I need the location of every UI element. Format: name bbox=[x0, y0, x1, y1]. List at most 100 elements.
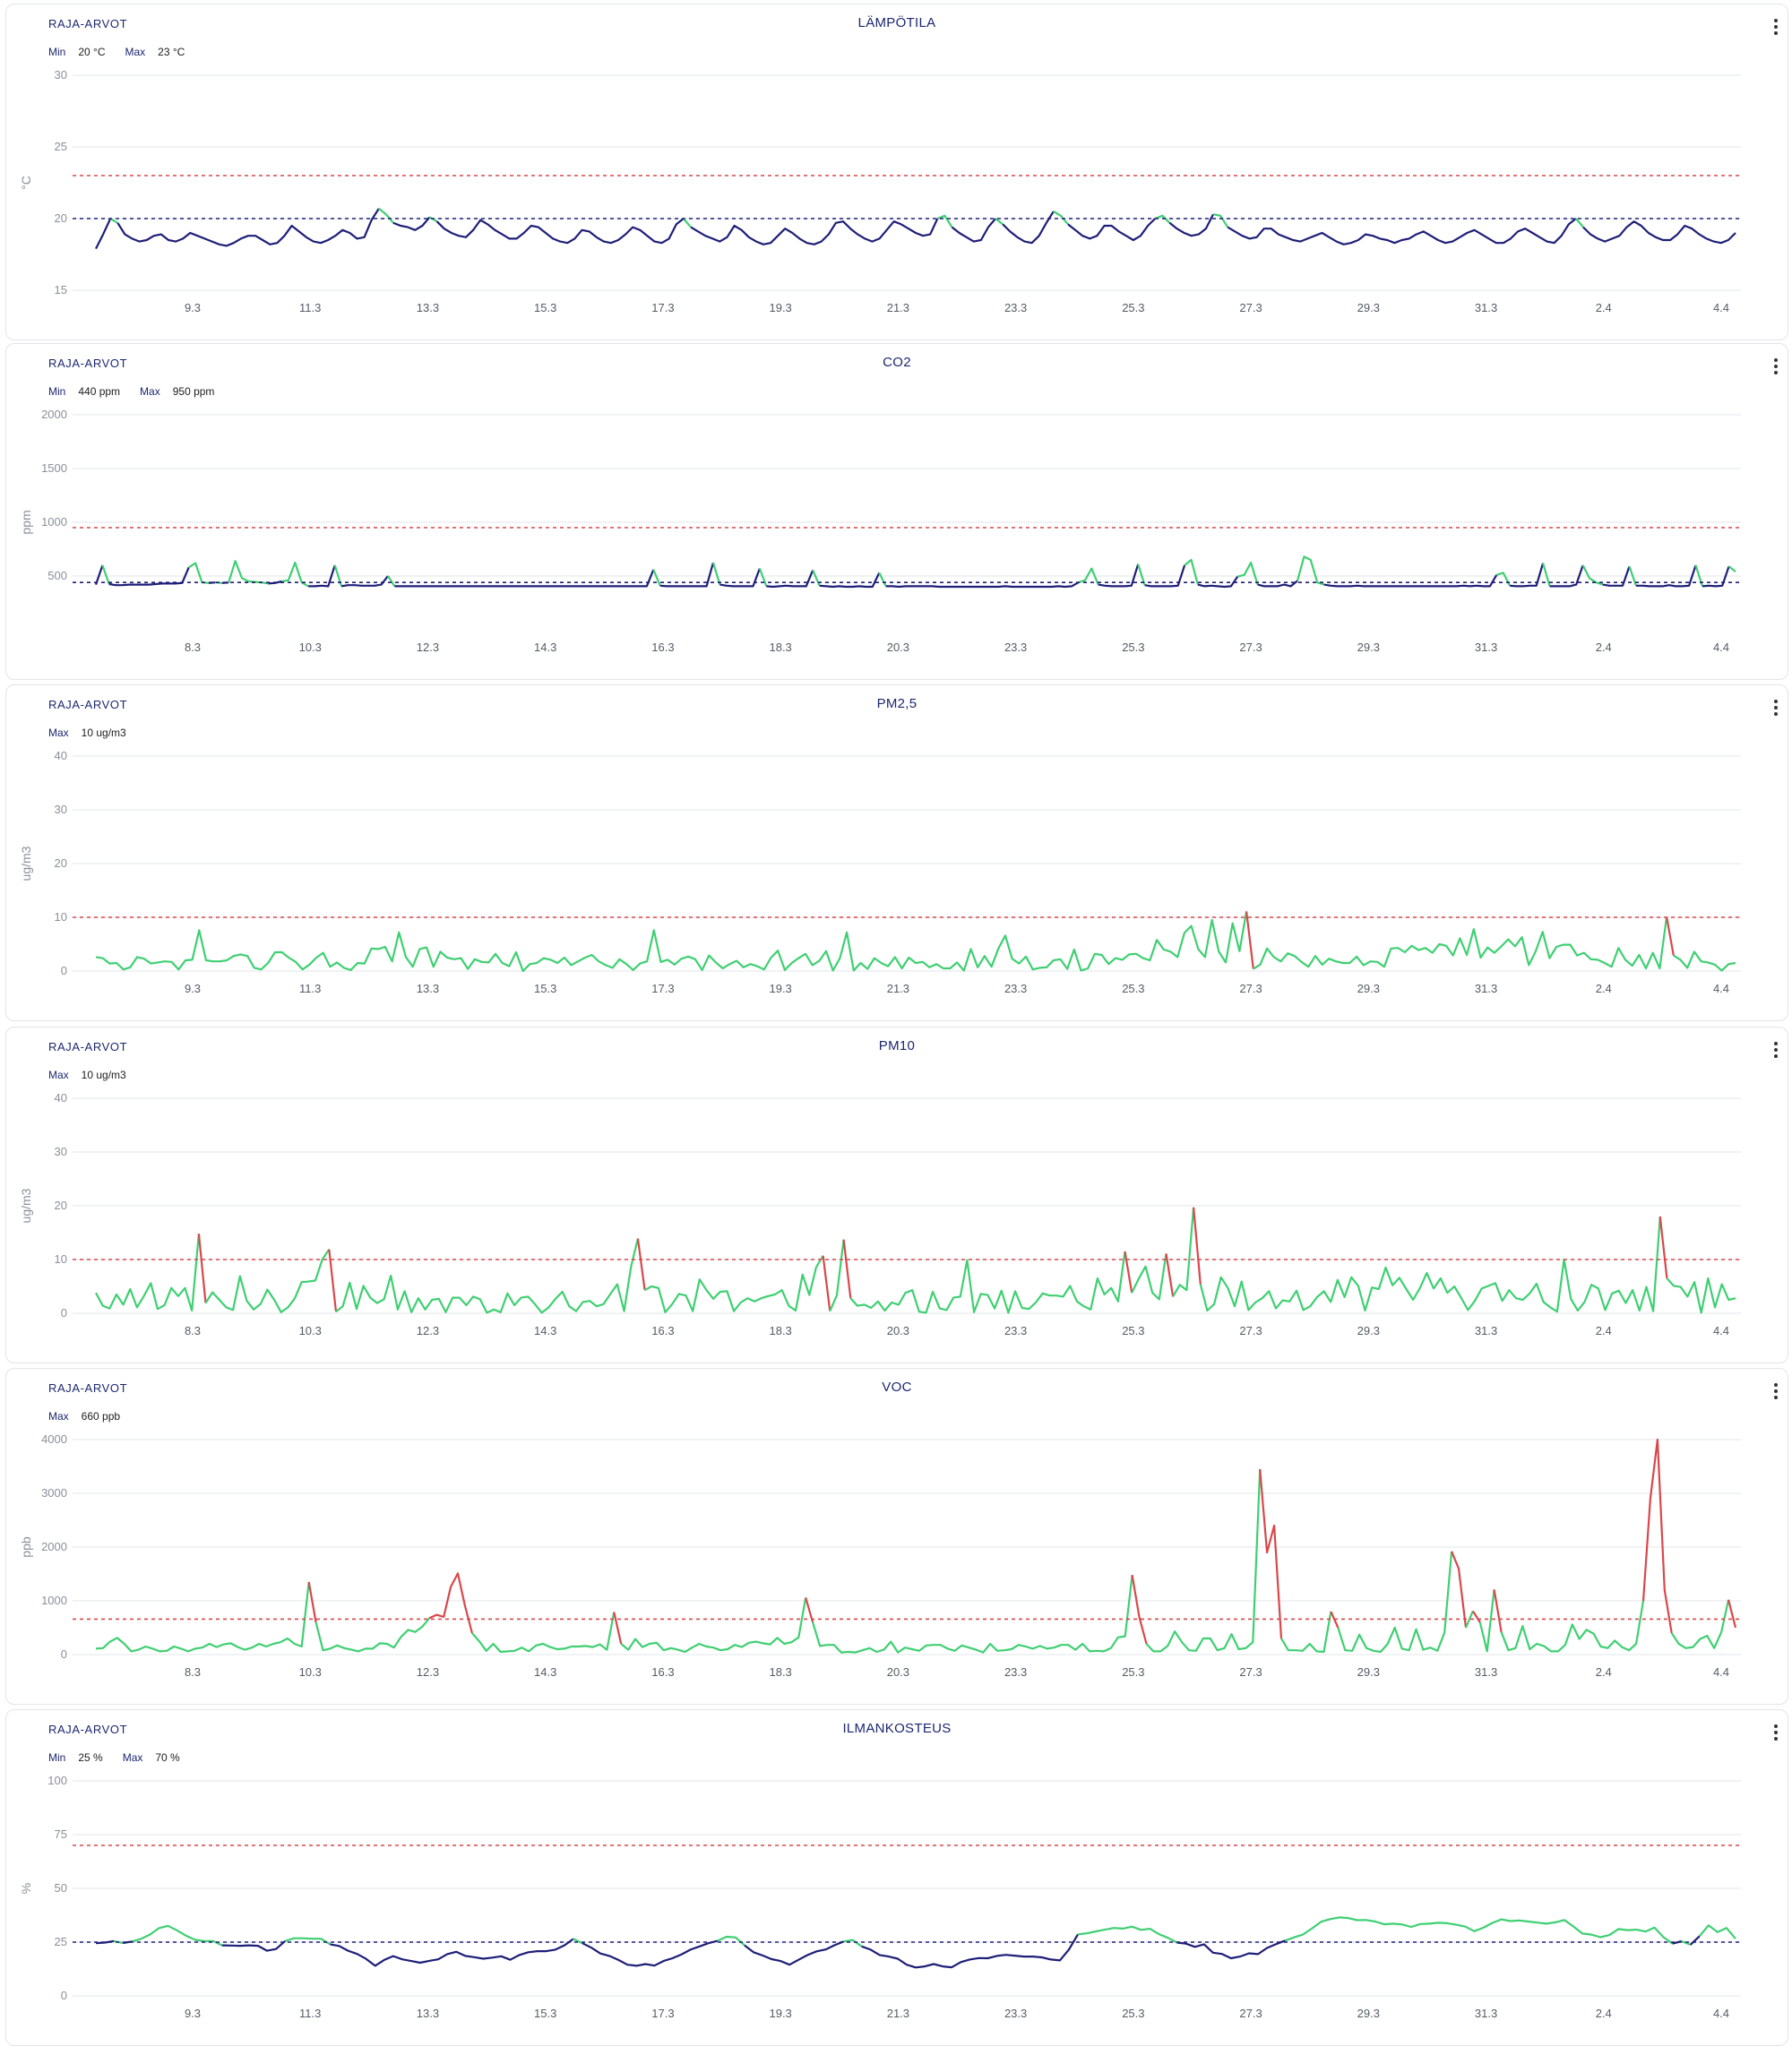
series-line-normal bbox=[620, 1597, 807, 1654]
x-tick-label: 16.3 bbox=[651, 641, 674, 654]
x-tick-label: 15.3 bbox=[534, 982, 556, 995]
series-line-low bbox=[394, 569, 655, 588]
x-tick-label: 11.3 bbox=[299, 301, 321, 314]
series-line-low bbox=[94, 564, 104, 585]
menu-dot bbox=[1774, 1724, 1778, 1728]
voc-panel: RAJA-ARVOT Max 660 ppb VOC 0 1000 2000 3000 4000… bbox=[5, 1368, 1788, 1705]
series-line-normal bbox=[573, 1938, 583, 1945]
series-line-normal bbox=[131, 1924, 223, 1947]
series-line-low bbox=[861, 1933, 1079, 1969]
series-line-high bbox=[307, 1581, 317, 1623]
x-tick-label: 11.3 bbox=[299, 982, 321, 995]
series-line-low bbox=[308, 564, 336, 588]
series-line-normal bbox=[1542, 563, 1551, 587]
more-vertical-icon[interactable] bbox=[1770, 17, 1782, 37]
more-vertical-icon[interactable] bbox=[1770, 357, 1782, 376]
x-tick-label: 18.3 bbox=[769, 1324, 791, 1337]
x-tick-label: 10.3 bbox=[299, 641, 322, 654]
x-tick-label: 25.3 bbox=[1122, 1324, 1144, 1337]
series-line-low bbox=[108, 566, 190, 587]
menu-dot bbox=[1774, 1042, 1778, 1045]
x-tick-label: 31.3 bbox=[1475, 301, 1497, 314]
series-line-high bbox=[1666, 916, 1675, 956]
y-tick-label: 1000 bbox=[41, 515, 67, 529]
series-line-low bbox=[819, 572, 881, 589]
series-line-normal bbox=[281, 561, 309, 588]
x-tick-label: 29.3 bbox=[1357, 1324, 1380, 1337]
series-line-low bbox=[690, 218, 939, 245]
series-line-normal bbox=[378, 207, 394, 224]
series-line-high bbox=[1259, 1468, 1283, 1639]
x-tick-label: 4.4 bbox=[1713, 1324, 1729, 1337]
series-line-high bbox=[822, 1255, 831, 1311]
y-axis-label: °C bbox=[19, 176, 33, 190]
y-tick-label: 20 bbox=[55, 856, 67, 870]
limits-title: RAJA-ARVOT bbox=[48, 17, 128, 30]
series-line-normal bbox=[1078, 567, 1099, 586]
limit-value: 20 °C bbox=[78, 46, 106, 58]
series-line-normal bbox=[1681, 1939, 1692, 1946]
series-line-normal bbox=[829, 1239, 845, 1312]
series-line-low bbox=[719, 568, 761, 588]
menu-dot bbox=[1774, 1731, 1778, 1734]
x-tick-label: 27.3 bbox=[1239, 301, 1262, 314]
line-chart: 0 1000 2000 3000 4000 ppb 8.3 10.3 12.3 14.3 16.3 1… bbox=[19, 1432, 1741, 1679]
x-tick-label: 19.3 bbox=[769, 2007, 791, 2020]
x-tick-label: 14.3 bbox=[534, 1324, 556, 1337]
y-tick-label: 0 bbox=[61, 1989, 67, 2002]
x-tick-label: 15.3 bbox=[534, 2007, 556, 2020]
x-tick-label: 9.3 bbox=[185, 2007, 201, 2020]
more-vertical-icon[interactable] bbox=[1770, 1040, 1782, 1060]
x-tick-label: 17.3 bbox=[651, 2007, 674, 2020]
series-line-normal bbox=[1296, 555, 1324, 586]
series-line-high bbox=[1471, 1610, 1481, 1623]
limit-value: 10 ug/m3 bbox=[81, 727, 126, 739]
x-tick-label: 29.3 bbox=[1357, 1665, 1380, 1679]
line-chart: 500 1000 1500 2000 ppm 8.3 10.3 12.3 14.3 16.3 18.… bbox=[19, 408, 1741, 654]
x-tick-label: 8.3 bbox=[185, 1324, 201, 1337]
y-axis-label: ppb bbox=[19, 1536, 33, 1558]
pm25-panel: RAJA-ARVOT Max 10 ug/m3 PM2,5 0 10 20 30 40 ug/m3… bbox=[5, 684, 1788, 1021]
series-line-high bbox=[1493, 1589, 1503, 1632]
series-line-normal bbox=[314, 1617, 431, 1653]
series-line-low bbox=[95, 218, 112, 250]
menu-dot bbox=[1774, 1383, 1778, 1387]
temperature-panel: RAJA-ARVOT Min 20 °C Max 23 °C LÄMPÖTILA 15 20 2… bbox=[5, 4, 1788, 340]
x-tick-label: 10.3 bbox=[299, 1324, 322, 1337]
series-line-normal bbox=[1131, 1253, 1167, 1301]
series-line-normal bbox=[1670, 1599, 1730, 1649]
x-tick-label: 4.4 bbox=[1713, 982, 1729, 995]
series-line-normal bbox=[1154, 214, 1171, 224]
series-line-normal bbox=[843, 1939, 863, 1948]
x-tick-label: 9.3 bbox=[185, 982, 201, 995]
x-tick-label: 20.3 bbox=[887, 641, 909, 654]
line-chart: 0 10 20 30 40 ug/m3 9.3 11.3 13.3 15.3 17.3 19.3 21.… bbox=[19, 749, 1741, 995]
series-line-normal bbox=[228, 560, 269, 585]
series-line-high bbox=[1451, 1551, 1468, 1629]
series-line-normal bbox=[812, 1575, 1133, 1654]
series-line-normal bbox=[1237, 561, 1259, 585]
limits-row: Min 440 ppm Max 950 ppm bbox=[48, 385, 234, 398]
x-tick-label: 9.3 bbox=[185, 301, 201, 314]
more-vertical-icon[interactable] bbox=[1770, 1381, 1782, 1401]
limits-row: Max 10 ug/m3 bbox=[48, 1069, 146, 1081]
x-tick-label: 21.3 bbox=[887, 301, 909, 314]
series-line-normal bbox=[1184, 558, 1199, 585]
series-line-low bbox=[1582, 220, 1736, 245]
more-vertical-icon[interactable] bbox=[1770, 1723, 1782, 1742]
chart-title: PM10 bbox=[878, 1038, 916, 1053]
series-line-normal bbox=[683, 218, 692, 228]
series-line-normal bbox=[1575, 218, 1584, 228]
x-tick-label: 29.3 bbox=[1357, 641, 1380, 654]
series-line-low bbox=[1002, 211, 1055, 245]
series-line-low bbox=[1323, 574, 1498, 588]
menu-dot bbox=[1774, 365, 1778, 368]
limits-title: RAJA-ARVOT bbox=[48, 1381, 128, 1395]
menu-dot bbox=[1774, 358, 1778, 362]
series-line-high bbox=[197, 1234, 207, 1303]
y-tick-label: 30 bbox=[55, 803, 67, 816]
limit-label: Max bbox=[140, 385, 160, 398]
more-vertical-icon[interactable] bbox=[1770, 698, 1782, 718]
series-line-normal bbox=[95, 1234, 200, 1312]
